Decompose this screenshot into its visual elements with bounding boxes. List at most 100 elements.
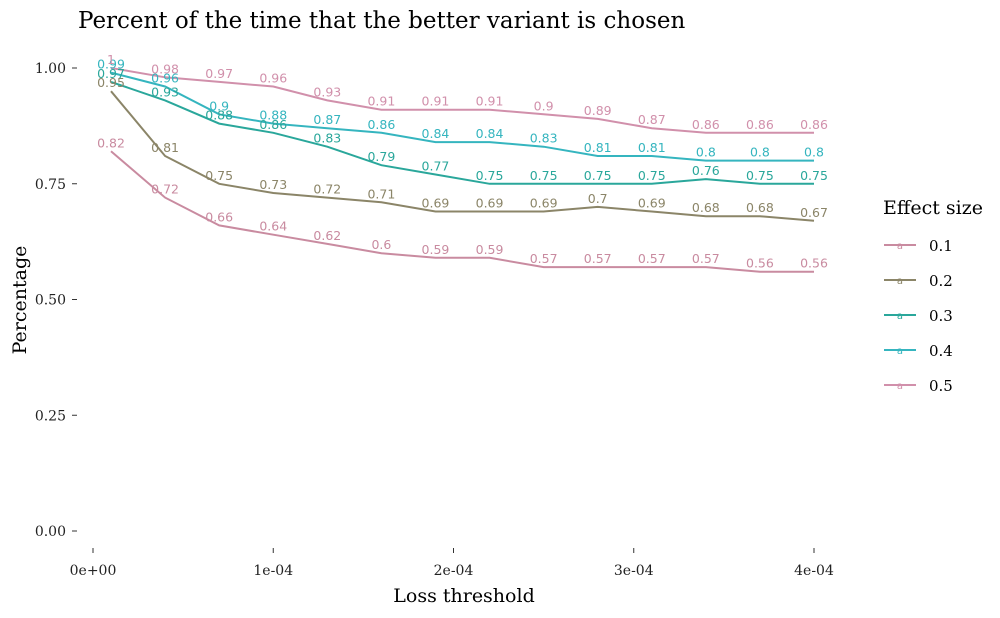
legend: Effect size a 0.1 a 0.2 a 0.3 a 0.4 a 0.5 <box>883 197 983 395</box>
data-label: 0.96 <box>259 71 287 86</box>
data-label: 0.77 <box>422 158 450 173</box>
data-label: 0.86 <box>367 117 395 132</box>
data-label: 0.86 <box>692 117 720 132</box>
chart-title: Percent of the time that the better vari… <box>78 8 685 34</box>
data-label: 0.82 <box>97 135 125 150</box>
data-label: 0.83 <box>313 131 341 146</box>
legend-key-glyph: a <box>897 311 903 322</box>
legend-item: a 0.1 <box>884 237 953 255</box>
data-label: 0.75 <box>638 168 666 183</box>
data-label: 0.86 <box>259 117 287 132</box>
data-label: 0.68 <box>692 200 720 215</box>
data-label: 0.86 <box>746 117 774 132</box>
data-label: 0.66 <box>205 209 233 224</box>
legend-label: 0.2 <box>929 272 953 290</box>
legend-label: 0.3 <box>929 307 953 325</box>
data-label: 0.62 <box>313 228 341 243</box>
data-label: 0.89 <box>584 103 612 118</box>
data-label: 0.81 <box>151 140 179 155</box>
data-label: 0.68 <box>746 200 774 215</box>
data-label: 0.64 <box>259 219 287 234</box>
data-label: 0.83 <box>530 131 558 146</box>
legend-key-glyph: a <box>897 241 903 252</box>
data-label: 0.75 <box>584 168 612 183</box>
series-line-0.1 <box>110 150 814 273</box>
y-axis: 0.00 0.25 0.50 0.75 1.00 <box>35 61 77 540</box>
x-axis: 0e+00 1e-04 2e-04 3e-04 4e-04 <box>70 548 834 579</box>
x-tick-label: 1e-04 <box>253 563 293 579</box>
data-label: 0.93 <box>313 84 341 99</box>
legend-label: 0.5 <box>929 377 953 395</box>
data-label: 0.88 <box>259 108 287 123</box>
legend-label: 0.4 <box>929 342 953 360</box>
data-label: 0.86 <box>800 117 828 132</box>
data-label: 0.95 <box>97 75 125 90</box>
y-tick-label: 0.00 <box>35 524 66 540</box>
legend-key-glyph: a <box>897 381 903 392</box>
data-label: 0.84 <box>422 126 450 141</box>
data-label: 0.96 <box>151 71 179 86</box>
data-label: 0.73 <box>259 177 287 192</box>
data-label: 0.69 <box>476 196 504 211</box>
data-label: 0.81 <box>584 140 612 155</box>
legend-key-glyph: a <box>897 276 903 287</box>
data-label: 0.97 <box>97 66 125 81</box>
data-label: 0.57 <box>530 251 558 266</box>
series-line-0.2 <box>110 90 815 222</box>
data-label: 0.8 <box>750 145 770 160</box>
data-label: 0.57 <box>584 251 612 266</box>
y-tick-label: 1.00 <box>35 61 66 77</box>
data-label: 0.59 <box>422 242 450 257</box>
y-axis-title: Percentage <box>9 246 31 355</box>
legend-key-glyph: a <box>897 346 903 357</box>
data-label: 0.98 <box>151 61 179 76</box>
legend-label: 0.1 <box>929 237 953 255</box>
data-label: 0.81 <box>638 140 666 155</box>
y-tick-label: 0.50 <box>35 293 66 309</box>
data-label: 0.91 <box>367 94 395 109</box>
data-label: 0.87 <box>638 112 666 127</box>
series-line-0.4 <box>110 71 814 162</box>
data-label: 0.69 <box>638 196 666 211</box>
plot-lines <box>110 67 815 273</box>
plot-data-labels: 0.82 0.72 0.66 0.64 0.62 0.6 0.59 0.59 0.57 0.57 0… <box>97 52 828 271</box>
x-tick-label: 3e-04 <box>614 563 654 579</box>
data-label: 0.84 <box>476 126 504 141</box>
data-label: 0.56 <box>746 256 774 271</box>
data-label: 0.57 <box>638 251 666 266</box>
series-line-0.5 <box>110 67 814 134</box>
data-label: 0.72 <box>313 182 341 197</box>
y-tick-label: 0.75 <box>35 177 66 193</box>
data-label: 0.75 <box>205 168 233 183</box>
data-label: 0.91 <box>422 94 450 109</box>
data-label: 0.8 <box>696 145 716 160</box>
data-label: 0.57 <box>692 251 720 266</box>
data-label: 0.71 <box>367 186 395 201</box>
data-label: 0.69 <box>422 196 450 211</box>
data-label: 0.6 <box>371 237 391 252</box>
series-line-0.3 <box>110 80 814 185</box>
legend-item: a 0.5 <box>884 377 953 395</box>
data-label: 0.75 <box>476 168 504 183</box>
data-label: 0.69 <box>530 196 558 211</box>
data-label: 0.97 <box>205 66 233 81</box>
data-label: 0.76 <box>692 163 720 178</box>
data-label: 0.88 <box>205 108 233 123</box>
legend-item: a 0.3 <box>884 307 953 325</box>
data-label: 0.93 <box>151 84 179 99</box>
data-label: 0.75 <box>800 168 828 183</box>
x-axis-title: Loss threshold <box>393 585 534 607</box>
data-label: 0.67 <box>800 205 828 220</box>
data-label: 1 <box>107 52 115 67</box>
x-tick-label: 4e-04 <box>794 563 834 579</box>
data-label: 0.87 <box>313 112 341 127</box>
data-label: 0.75 <box>746 168 774 183</box>
y-tick-label: 0.25 <box>35 408 66 424</box>
data-label: 0.72 <box>151 182 179 197</box>
legend-title: Effect size <box>883 197 983 219</box>
data-label: 0.9 <box>534 98 554 113</box>
data-label: 0.99 <box>97 57 125 72</box>
data-label: 0.91 <box>476 94 504 109</box>
legend-item: a 0.4 <box>884 342 953 360</box>
